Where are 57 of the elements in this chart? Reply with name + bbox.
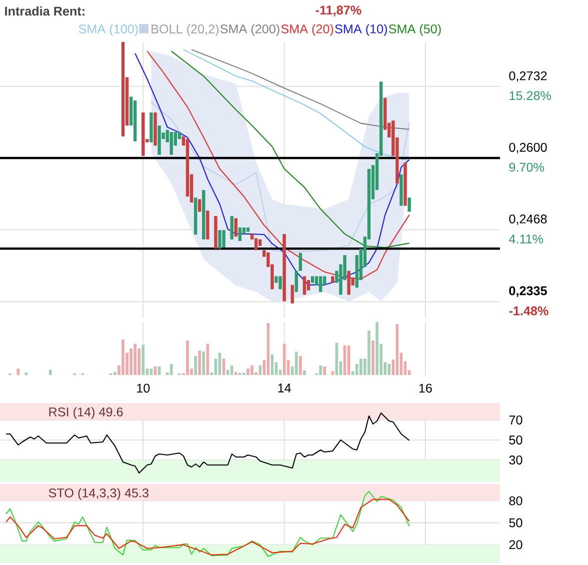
bar xyxy=(16,368,20,375)
bar xyxy=(303,370,306,375)
legend-label: BOLL (20,2) xyxy=(152,24,218,36)
bar xyxy=(299,356,302,375)
bar xyxy=(359,358,362,375)
bar xyxy=(368,330,370,375)
y-tick-label: 50 xyxy=(509,518,522,528)
y-tick-label: 70 xyxy=(509,416,522,424)
bar xyxy=(122,339,124,375)
y2-tick-label: -1.48% xyxy=(509,306,548,316)
chart-title: Intradia Rent: xyxy=(5,6,84,16)
y-tick-label: 80 xyxy=(509,496,522,506)
bar xyxy=(246,368,250,375)
chart-title: RSI (14) 49.6 xyxy=(49,407,123,419)
y-tick-label: 0,2468 xyxy=(509,214,547,225)
bar xyxy=(202,352,206,375)
y2-tick-label: 4.11% xyxy=(508,234,544,244)
bar xyxy=(266,323,270,375)
series-label: SMA (200) xyxy=(220,24,280,36)
bar xyxy=(218,352,222,375)
bar xyxy=(114,372,116,375)
bar xyxy=(194,356,197,375)
text: SMA (50) xyxy=(388,24,441,36)
bar xyxy=(294,352,298,375)
bar xyxy=(142,344,145,375)
y2-tick-label: 15.28% xyxy=(510,91,552,100)
chart-title: STO (14,3,3) 45.3 xyxy=(48,488,148,500)
bar xyxy=(372,340,374,375)
bar xyxy=(170,364,173,375)
y-tick-label: 20 xyxy=(509,540,522,550)
bar xyxy=(323,366,326,375)
y-tick-label: 0,2600 xyxy=(509,142,547,154)
bar xyxy=(198,350,201,375)
bar xyxy=(150,368,153,375)
x-tick-label: 16 xyxy=(419,384,432,393)
chart-subtitle: -11,87% xyxy=(316,6,362,16)
bar xyxy=(222,358,226,375)
text: SMA (100) xyxy=(78,24,138,36)
bar xyxy=(134,344,136,375)
bar xyxy=(250,365,254,375)
y2-tick-label: 9.70% xyxy=(509,162,544,172)
y-tick-label: 0,2335 xyxy=(509,286,547,298)
y-tick-label: 0,2732 xyxy=(509,71,547,82)
bar xyxy=(282,344,286,375)
bar xyxy=(376,322,378,375)
bar xyxy=(206,344,210,375)
bar xyxy=(388,364,391,375)
y-tick-label: 50 xyxy=(509,436,522,444)
text: SMA (10) xyxy=(335,24,387,36)
bar xyxy=(186,340,189,375)
x-tick-label: 14 xyxy=(278,384,291,392)
text: SMA (20) xyxy=(281,24,334,36)
bar xyxy=(49,370,52,375)
bar xyxy=(319,365,322,375)
y-tick-label: 30 xyxy=(509,456,522,464)
x-tick-label: 10 xyxy=(137,384,150,393)
bar xyxy=(226,370,230,375)
